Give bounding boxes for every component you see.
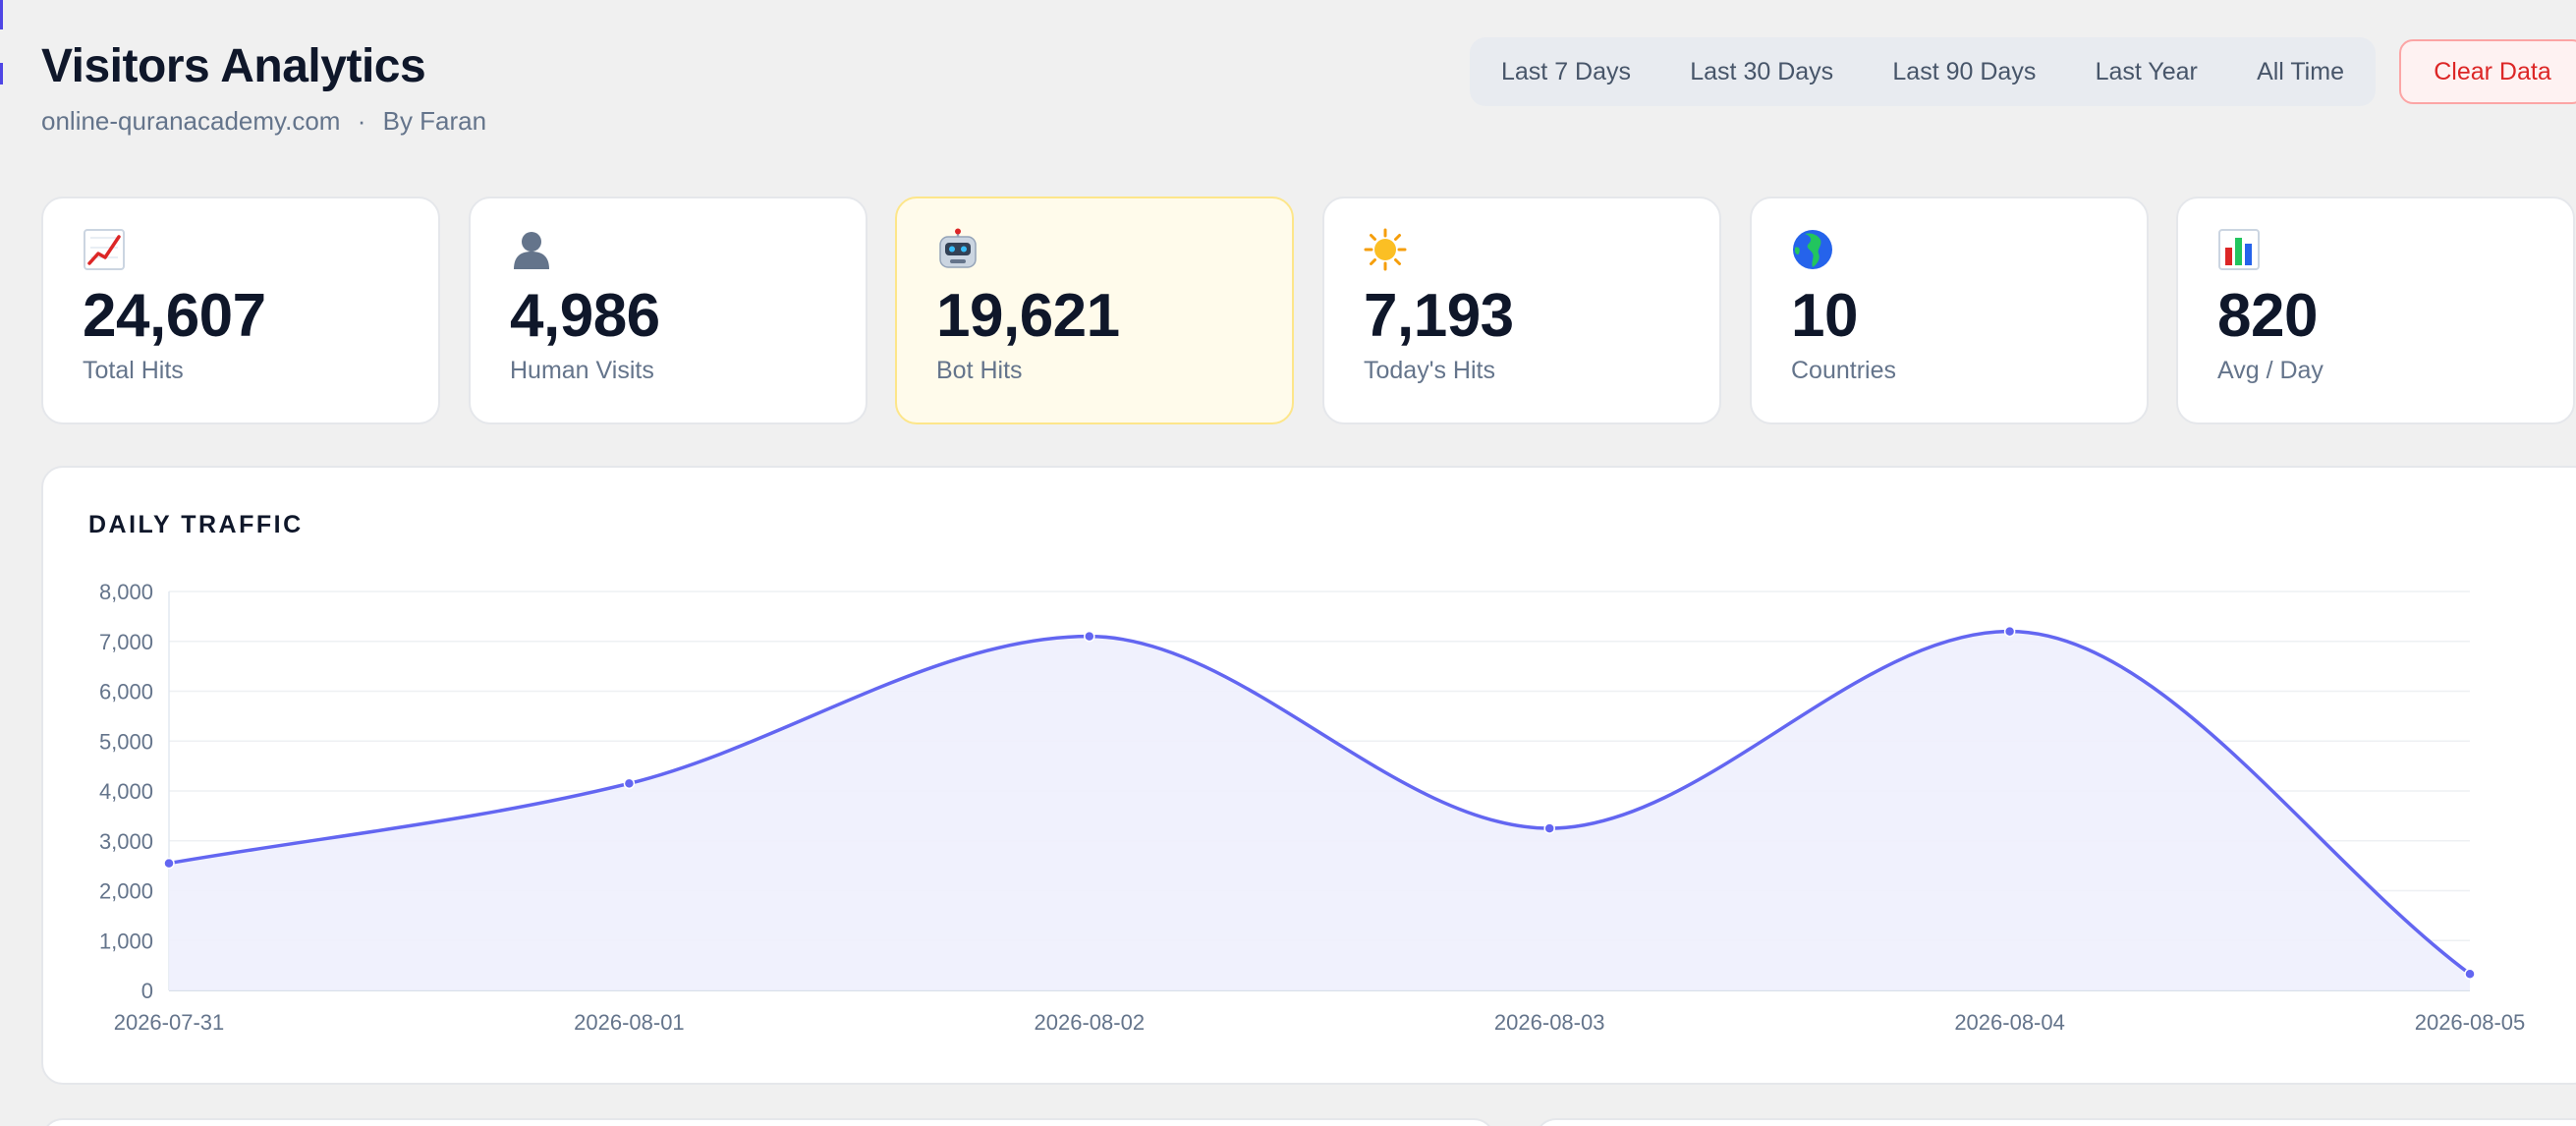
stat-label: Human Visits [510, 357, 654, 384]
person-silhouette-icon [514, 232, 549, 269]
data-point [2003, 625, 2016, 638]
bottom-card-left [41, 1118, 1495, 1126]
range-last-90-days-button[interactable]: Last 90 Days [1892, 57, 2037, 85]
y-tick-label: 5,000 [99, 729, 153, 754]
x-tick-label: 2026-08-02 [1035, 1010, 1146, 1035]
page-title: Visitors Analytics [41, 40, 426, 92]
page-subtitle: online-quranacademy.com · By Faran [41, 106, 486, 136]
stat-label: Bot Hits [936, 357, 1023, 384]
stat-card-bot-hits: 19,621 Bot Hits [895, 197, 1294, 424]
y-tick-label: 0 [141, 979, 153, 1003]
y-tick-label: 8,000 [99, 580, 153, 604]
stat-value: 7,193 [1364, 282, 1514, 350]
author-label: By Faran [382, 106, 487, 136]
data-point [2464, 968, 2476, 981]
y-tick-label: 4,000 [99, 779, 153, 804]
bar-chart-icon [2218, 229, 2260, 270]
y-tick-label: 6,000 [99, 680, 153, 704]
x-tick-label: 2026-07-31 [114, 1010, 225, 1035]
series-line [168, 629, 2472, 976]
chart-increasing-icon [84, 229, 125, 270]
globe-icon [1793, 230, 1832, 269]
window-edge-indicator [0, 0, 3, 29]
sun-icon [1364, 228, 1407, 271]
y-tick-label: 1,000 [99, 929, 153, 953]
stat-card-human-visits: 4,986 Human Visits [469, 197, 868, 424]
stat-card-total-hits: 24,607 Total Hits [41, 197, 440, 424]
area-fill [169, 631, 2470, 990]
data-point [163, 857, 175, 870]
daily-traffic-card: DAILY TRAFFIC 0 1,000 2,000 3,000 4,000 5,000… [41, 466, 2576, 1085]
bottom-card-right [1535, 1118, 2576, 1126]
range-last-7-days-button[interactable]: Last 7 Days [1501, 57, 1632, 85]
range-last-30-days-button[interactable]: Last 30 Days [1690, 57, 1834, 85]
stat-card-countries: 10 Countries [1750, 197, 2149, 424]
page-header: Visitors Analytics online-quranacademy.c… [41, 37, 486, 136]
y-tick-label: 7,000 [99, 630, 153, 654]
chart-title: DAILY TRAFFIC [88, 511, 304, 538]
y-tick-label: 2,000 [99, 879, 153, 904]
subtitle-separator: · [357, 106, 366, 136]
clear-data-button[interactable]: Clear Data [2399, 39, 2576, 104]
stat-label: Total Hits [83, 357, 184, 384]
robot-icon [939, 228, 977, 268]
stat-value: 4,986 [510, 282, 660, 350]
daily-traffic-chart: 0 1,000 2,000 3,000 4,000 5,000 6,000 7,000 8,00… [99, 580, 2526, 1035]
y-tick-label: 3,000 [99, 829, 153, 854]
x-tick-label: 2026-08-03 [1494, 1010, 1605, 1035]
stat-label: Avg / Day [2217, 357, 2324, 384]
x-tick-label: 2026-08-05 [2415, 1010, 2526, 1035]
range-all-time-button[interactable]: All Time [2257, 57, 2344, 85]
stat-value: 10 [1791, 282, 1858, 350]
window-edge-indicator [0, 63, 3, 84]
date-range-selector: Last 7 Days Last 30 Days Last 90 Days La… [1470, 37, 2376, 106]
x-tick-label: 2026-08-01 [574, 1010, 685, 1035]
stat-value: 24,607 [83, 282, 266, 350]
stat-value: 19,621 [936, 282, 1120, 350]
site-domain: online-quranacademy.com [41, 106, 341, 136]
stat-label: Countries [1791, 357, 1896, 384]
x-tick-label: 2026-08-04 [1954, 1010, 2065, 1035]
stat-card-todays-hits: 7,193 Today's Hits [1322, 197, 1721, 424]
stat-value: 820 [2217, 282, 2318, 350]
data-point [623, 777, 636, 790]
data-point [1543, 822, 1555, 834]
stat-card-avg-day: 820 Avg / Day [2176, 197, 2575, 424]
stat-label: Today's Hits [1364, 357, 1495, 384]
data-point [1084, 630, 1095, 643]
range-last-year-button[interactable]: Last Year [2095, 57, 2198, 85]
